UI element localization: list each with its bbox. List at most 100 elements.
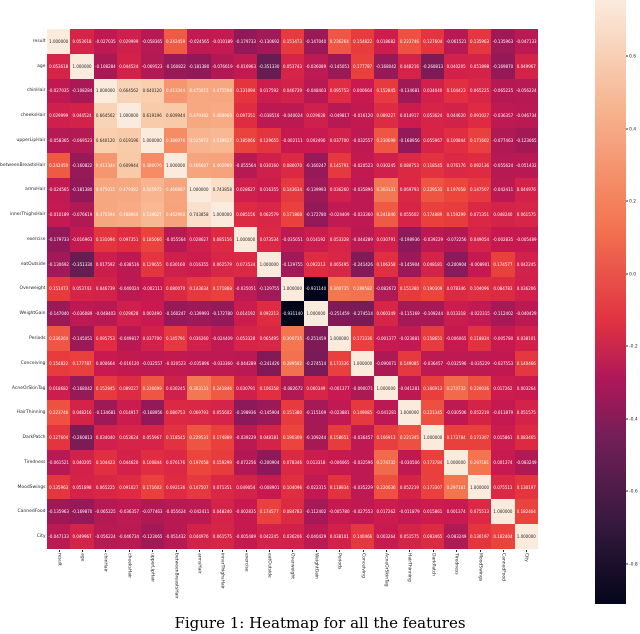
heatmap-cell: 1.000000 xyxy=(467,474,492,500)
row-label: eatOutside xyxy=(0,252,51,277)
heatmap-cell: 0.380076 xyxy=(140,152,164,178)
heatmap-cell: -0.040024 xyxy=(117,276,141,302)
heatmap-cell: 0.014192 xyxy=(234,301,258,327)
heatmap-cell: 0.104423 xyxy=(93,449,118,475)
heatmap-cell: -0.001377 xyxy=(327,375,351,401)
heatmap-cell: 1.000000 xyxy=(210,202,235,228)
heatmap-cell: -0.168042 xyxy=(374,53,398,79)
heatmap-cell: -0.056224 xyxy=(514,78,538,104)
heatmap-cell: 0.048181 xyxy=(257,425,281,450)
heatmap-cell: 0.044976 xyxy=(514,177,538,203)
heatmap-cell: 0.413344 xyxy=(93,152,118,178)
heatmap-cell: 0.229531 xyxy=(187,425,211,450)
heatmap-cell: 0.051898 xyxy=(70,474,94,500)
heatmap-cell: -0.160247 xyxy=(304,152,328,178)
heatmap-cell: -0.055564 xyxy=(163,227,188,252)
heatmap-cell: 0.118545 xyxy=(163,425,188,450)
column-label: chinHair xyxy=(94,550,117,610)
heatmap-cell: 0.092136 xyxy=(163,474,188,500)
heatmap-cell: -0.024409 xyxy=(327,202,351,228)
heatmap-cell: -0.109244 xyxy=(421,301,445,327)
heatmap-cell: 0.036206 xyxy=(280,524,305,549)
heatmap-cell: -0.011879 xyxy=(397,499,422,525)
heatmap-cell: 0.182404 xyxy=(491,524,515,549)
heatmap-cell: -0.130692 xyxy=(257,29,281,54)
heatmap-cell: 0.091027 xyxy=(117,474,141,500)
heatmap-cell: 0.664562 xyxy=(117,78,141,104)
heatmap-cell: -0.123065 xyxy=(140,524,164,549)
heatmap-cell: 0.048216 xyxy=(397,53,422,79)
row-label: armsHair xyxy=(0,178,51,203)
heatmap-cell: 0.052219 xyxy=(467,400,492,426)
heatmap-cell: 0.055602 xyxy=(397,202,422,228)
column-label: City xyxy=(515,550,538,610)
heatmap-cell: -0.077463 xyxy=(140,499,164,525)
heatmap-cell: 0.223746 xyxy=(47,400,71,426)
heatmap-cell: -0.179733 xyxy=(47,227,71,252)
heatmap-cell: 0.130197 xyxy=(467,524,492,549)
heatmap-cell: 0.080070 xyxy=(280,152,305,178)
column-label-text: armsHair xyxy=(196,553,202,574)
heatmap-cell: -0.241426 xyxy=(257,350,281,376)
heatmap-cell: 0.171868 xyxy=(280,202,305,228)
heatmap-cell: 0.479382 xyxy=(187,103,211,129)
heatmap-cell: -0.051432 xyxy=(163,524,188,549)
heatmap-cell: 0.182404 xyxy=(514,499,538,525)
heatmap-cell: 1.000000 xyxy=(257,251,281,277)
heatmap-cell: 0.038101 xyxy=(514,326,538,351)
heatmap-cell: 0.166913 xyxy=(374,425,398,450)
heatmap-cell: 1.000000 xyxy=(304,301,328,327)
heatmap-cell: -0.351330 xyxy=(70,251,94,277)
heatmap-cell: 0.241846 xyxy=(210,375,235,401)
heatmap-cell: 0.230699 xyxy=(374,128,398,153)
heatmap-cell: 1.000000 xyxy=(280,276,305,302)
heatmap-cell: 0.073534 xyxy=(257,227,281,252)
heatmap-cell: -0.061521 xyxy=(47,449,71,475)
heatmap-cell: -0.274514 xyxy=(304,350,328,376)
row-label: Periods xyxy=(0,326,51,351)
heatmap-cell: 1.000000 xyxy=(514,524,538,549)
heatmap-cell: 0.015861 xyxy=(491,425,515,450)
column-label: HairThinning xyxy=(398,550,421,610)
heatmap-cell: -0.251459 xyxy=(304,326,328,351)
heatmap-cell: 0.001374 xyxy=(491,449,515,475)
colorbar-tick: -0.2 xyxy=(626,345,638,350)
heatmap-cell: -0.022315 xyxy=(304,474,328,500)
heatmap-cell: 0.092213 xyxy=(257,301,281,327)
heatmap-cell: 0.016355 xyxy=(257,177,281,203)
heatmap-cell: 0.044524 xyxy=(117,53,141,79)
heatmap-cell: 0.080753 xyxy=(163,400,188,426)
colorbar-tick: -0.4 xyxy=(626,417,638,422)
heatmap-cell: 0.145791 xyxy=(327,152,351,178)
heatmap-cell: 0.171602 xyxy=(140,474,164,500)
heatmap-cell: 0.129655 xyxy=(257,128,281,153)
heatmap-cell: 0.036206 xyxy=(514,276,538,302)
column-label-text: cheeksHair xyxy=(126,553,132,579)
heatmap-cell: 0.085156 xyxy=(210,227,235,252)
heatmap-cell: -0.036457 xyxy=(350,425,375,450)
heatmap-cell: 0.053618 xyxy=(47,53,71,79)
heatmap-cell: 0.051898 xyxy=(467,53,492,79)
heatmap-cell: 0.488960 xyxy=(117,202,141,228)
heatmap-cell: 0.300735 xyxy=(327,276,351,302)
heatmap-cell: 0.037700 xyxy=(327,128,351,153)
heatmap-cell: 0.000664 xyxy=(350,78,375,104)
heatmap-cell: 0.038101 xyxy=(327,524,351,549)
heatmap-cell: 0.084783 xyxy=(280,499,305,525)
heatmap-cell: -0.024565 xyxy=(187,29,211,54)
heatmap-cell: 0.154822 xyxy=(47,350,71,376)
heatmap-cell: -0.032596 xyxy=(444,350,468,376)
heatmap-cell: 0.129655 xyxy=(140,251,164,277)
heatmap-cell: -0.032596 xyxy=(350,449,375,475)
heatmap-cell: 0.173784 xyxy=(444,425,468,450)
heatmap-cell: -0.198936 xyxy=(397,227,422,252)
heatmap-cell: 0.241846 xyxy=(374,202,398,228)
heatmap-cell: 0.462960 xyxy=(210,152,235,178)
row-label: upperLipHair xyxy=(0,128,51,153)
column-label: cheeksHair xyxy=(117,550,140,610)
heatmap-cell: -0.109244 xyxy=(304,425,328,450)
heatmap-cell: 0.106358 xyxy=(374,251,398,277)
heatmap-cell: 0.053328 xyxy=(327,227,351,252)
heatmap-cell: 0.053624 xyxy=(421,103,445,129)
